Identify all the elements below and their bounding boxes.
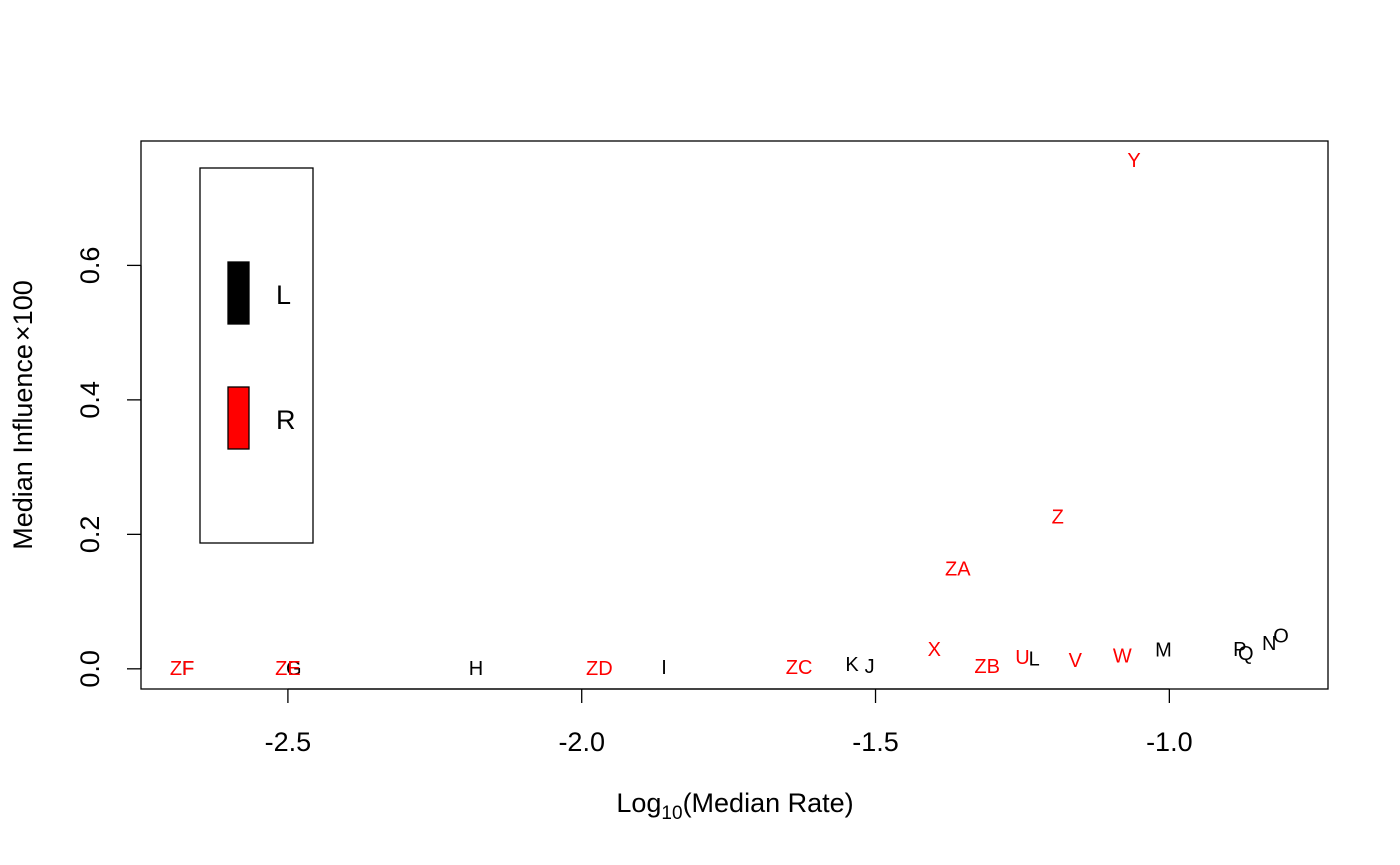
x-tick-label: -1.0 [1146,727,1193,757]
x-tick-label: -1.5 [852,727,899,757]
point-label-y: Y [1127,150,1140,172]
point-label-g: G [286,658,302,680]
x-axis-title-log: Log [616,788,661,818]
point-label-o: O [1273,626,1289,648]
data-points: F G H I JK L M NO PQ ZF ZE ZD ZC X ZB U V W ZA Z Y [170,150,1289,680]
point-label-k: K [845,654,859,676]
y-axis-title-text: Median Influence [8,344,38,550]
y-axis-title: Median Influence ×100 [8,280,38,549]
point-label-h: H [469,658,483,680]
y-axis-title-times: × [8,325,38,341]
legend-swatch-r [227,386,250,450]
point-label-zb: ZB [974,656,1000,678]
point-label-p: P [1233,639,1246,661]
x-axis: -2.5 -2.0 -1.5 -1.0 [265,688,1193,757]
x-axis-title-subscript: 10 [661,803,682,824]
y-tick-label: 0.6 [75,247,105,285]
point-label-zd: ZD [586,658,613,680]
point-label-q: Q [1238,643,1254,665]
point-label-n: N [1262,633,1276,655]
point-label-x: X [928,639,941,661]
point-label-w: W [1113,646,1132,668]
point-label-f: F [182,658,194,680]
point-label-z: Z [1052,507,1064,529]
point-label-zf: ZF [170,658,194,680]
legend-label-l: L [276,280,291,310]
y-tick-label: 0.2 [75,516,105,554]
y-tick-label: 0.0 [75,650,105,688]
point-label-za: ZA [945,558,971,580]
point-label-v: V [1069,650,1083,672]
point-label-m: M [1155,640,1172,662]
point-label-l: L [1029,648,1040,670]
y-axis: 0.0 0.2 0.4 0.6 [75,247,142,688]
point-label-zc: ZC [786,657,813,679]
x-tick-label: -2.0 [558,727,605,757]
legend-swatch-l [227,261,250,325]
point-label-u: U [1015,647,1029,669]
y-tick-label: 0.4 [75,381,105,419]
legend: L R [199,167,314,544]
point-label-ze: ZE [275,658,301,680]
y-axis-title-factor: 100 [8,280,38,325]
x-tick-label: -2.5 [265,727,312,757]
point-label-j: J [865,656,875,678]
x-axis-title-rest: (Median Rate) [683,788,854,818]
x-axis-title: Log10(Median Rate) [616,788,853,824]
point-label-i: I [661,657,667,679]
legend-label-r: R [276,405,296,435]
legend-frame [199,167,314,544]
